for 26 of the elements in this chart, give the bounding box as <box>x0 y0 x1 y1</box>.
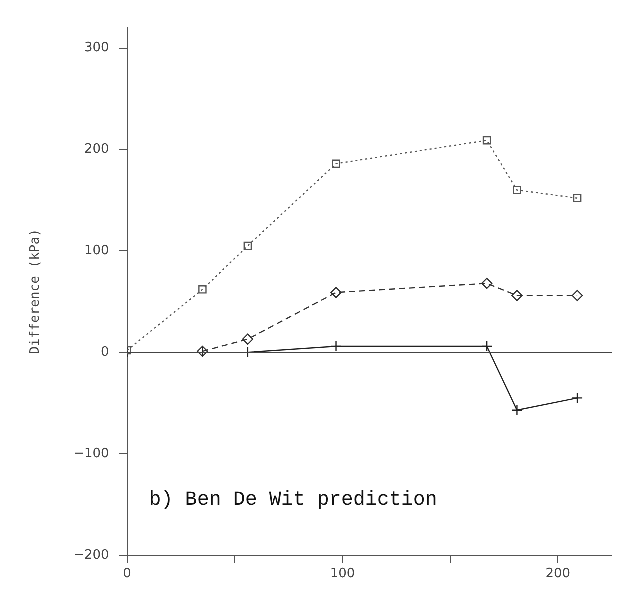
point <box>512 290 523 302</box>
point <box>481 340 493 352</box>
point <box>330 340 342 352</box>
point <box>572 290 584 302</box>
y-tick-label: 0 <box>101 344 110 360</box>
y-tick-label: 300 <box>84 40 110 56</box>
point <box>512 404 523 416</box>
y-tick-label: 200 <box>84 142 110 158</box>
x-tick-label: 200 <box>546 566 571 582</box>
x-tick-label: 0 <box>123 566 132 582</box>
point <box>572 392 584 404</box>
point <box>198 286 207 294</box>
point <box>244 242 252 250</box>
y-axis-title: Difference (kPa) <box>28 229 44 354</box>
point <box>330 287 342 298</box>
y-tick-label: 100 <box>84 244 110 259</box>
point <box>513 186 522 194</box>
point <box>481 278 493 290</box>
x-tick-label: 100 <box>330 566 356 582</box>
point <box>573 194 582 203</box>
point <box>242 334 254 345</box>
y-tick-label: −100 <box>74 446 110 462</box>
point <box>482 136 492 145</box>
y-tick-label: −200 <box>74 548 110 563</box>
point <box>332 160 340 168</box>
annotation: b) Ben De Wit prediction <box>149 488 438 512</box>
